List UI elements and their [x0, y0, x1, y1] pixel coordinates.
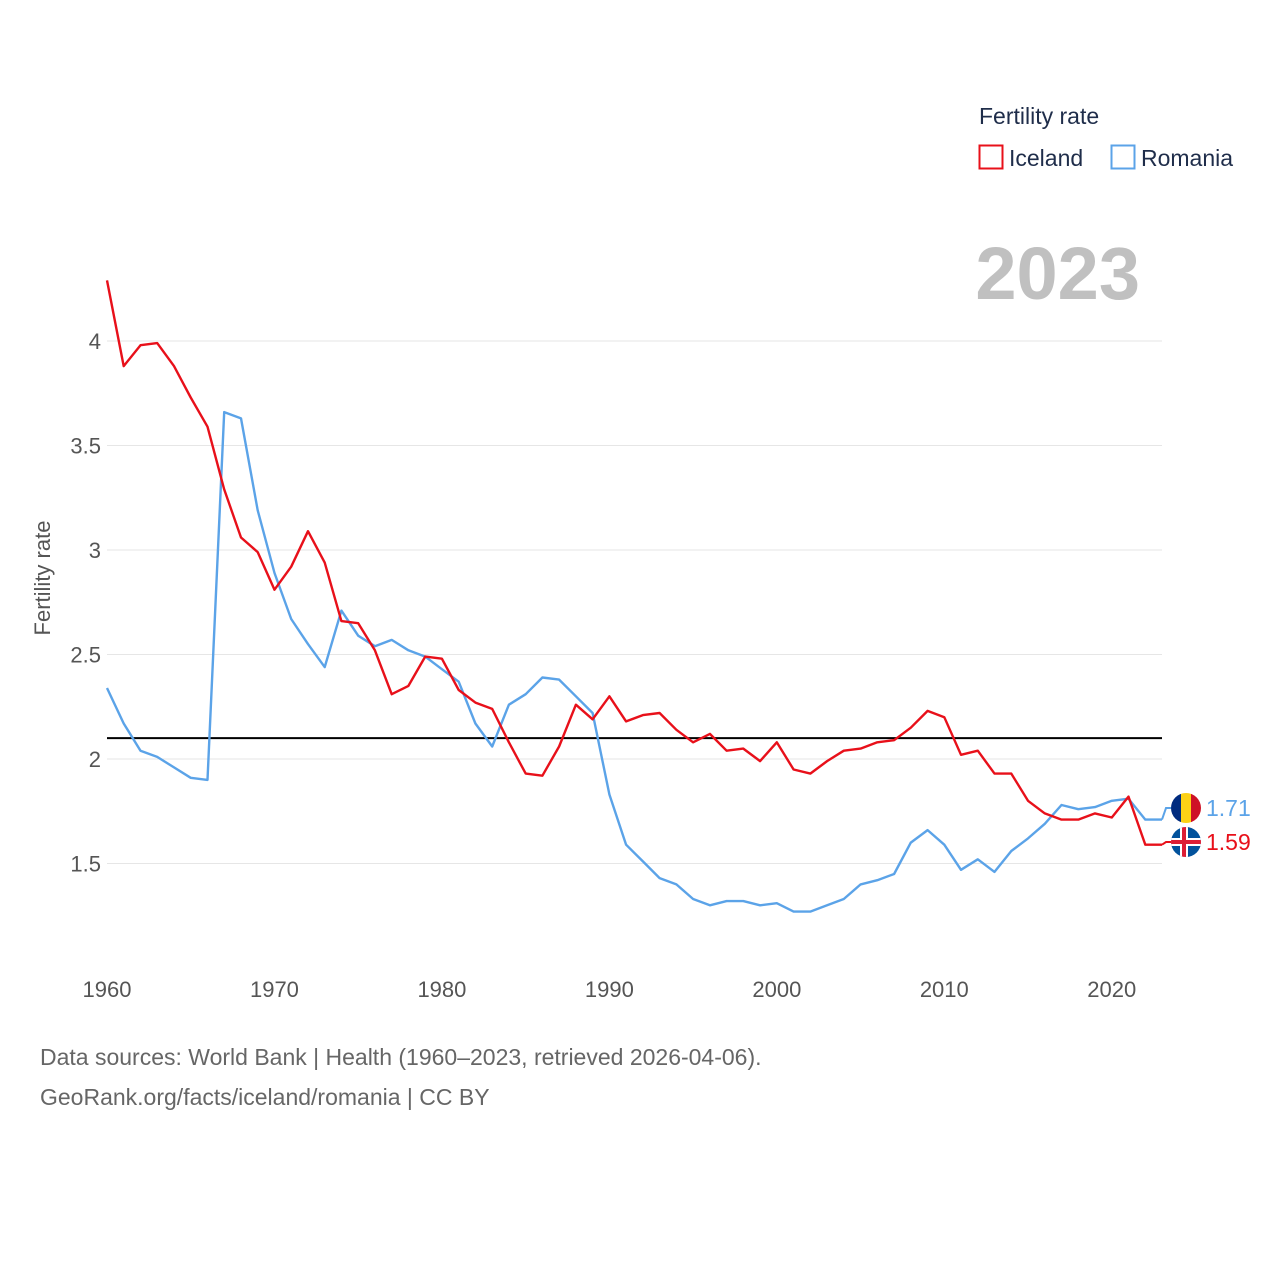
series-line-romania[interactable] [105, 410, 1162, 913]
y-tick-label: 3 [89, 538, 101, 563]
current-year-label: 2023 [975, 232, 1140, 315]
x-tick-label: 2010 [920, 977, 969, 1002]
end-connector-iceland [1161, 841, 1171, 846]
end-connector-romania [1161, 807, 1171, 820]
end-markers: 1.59 1.71 [1161, 793, 1251, 857]
legend-label-iceland: Iceland [1009, 145, 1083, 171]
legend-label-romania: Romania [1141, 145, 1233, 171]
x-tick-label: 1960 [83, 977, 132, 1002]
x-tick-label: 2000 [752, 977, 801, 1002]
x-axis-ticks: 1960 1970 1980 1990 2000 2010 2020 [83, 977, 1137, 1002]
end-value-label-romania: 1.71 [1206, 795, 1251, 821]
end-value-label-iceland: 1.59 [1206, 829, 1251, 855]
iceland-flag-icon [1171, 827, 1201, 857]
x-tick-label: 1980 [417, 977, 466, 1002]
y-tick-label: 4 [89, 329, 101, 354]
x-tick-label: 1970 [250, 977, 299, 1002]
legend-swatch-iceland [978, 144, 1004, 170]
footer-sources: Data sources: World Bank | Health (1960–… [40, 1044, 762, 1070]
legend-item-romania[interactable]: Romania [1110, 144, 1234, 171]
legend-title: Fertility rate [979, 103, 1099, 129]
legend-item-iceland[interactable]: Iceland [978, 144, 1084, 171]
series-lines [105, 280, 1162, 913]
x-tick-label: 2020 [1087, 977, 1136, 1002]
y-axis-title: Fertility rate [30, 521, 55, 636]
y-tick-label: 2 [89, 747, 101, 772]
legend: Fertility rate Iceland Romania [978, 103, 1234, 171]
y-tick-label: 2.5 [70, 643, 101, 668]
footer-credit[interactable]: GeoRank.org/facts/iceland/romania | CC B… [40, 1084, 490, 1110]
series-line-iceland[interactable] [105, 280, 1162, 846]
gridlines [107, 340, 1162, 865]
y-axis-ticks: 1.5 2 2.5 3 3.5 4 [70, 329, 101, 876]
y-tick-label: 3.5 [70, 434, 101, 459]
romania-flag-icon [1171, 793, 1201, 823]
y-tick-label: 1.5 [70, 852, 101, 877]
legend-swatch-romania [1110, 144, 1136, 170]
x-tick-label: 1990 [585, 977, 634, 1002]
